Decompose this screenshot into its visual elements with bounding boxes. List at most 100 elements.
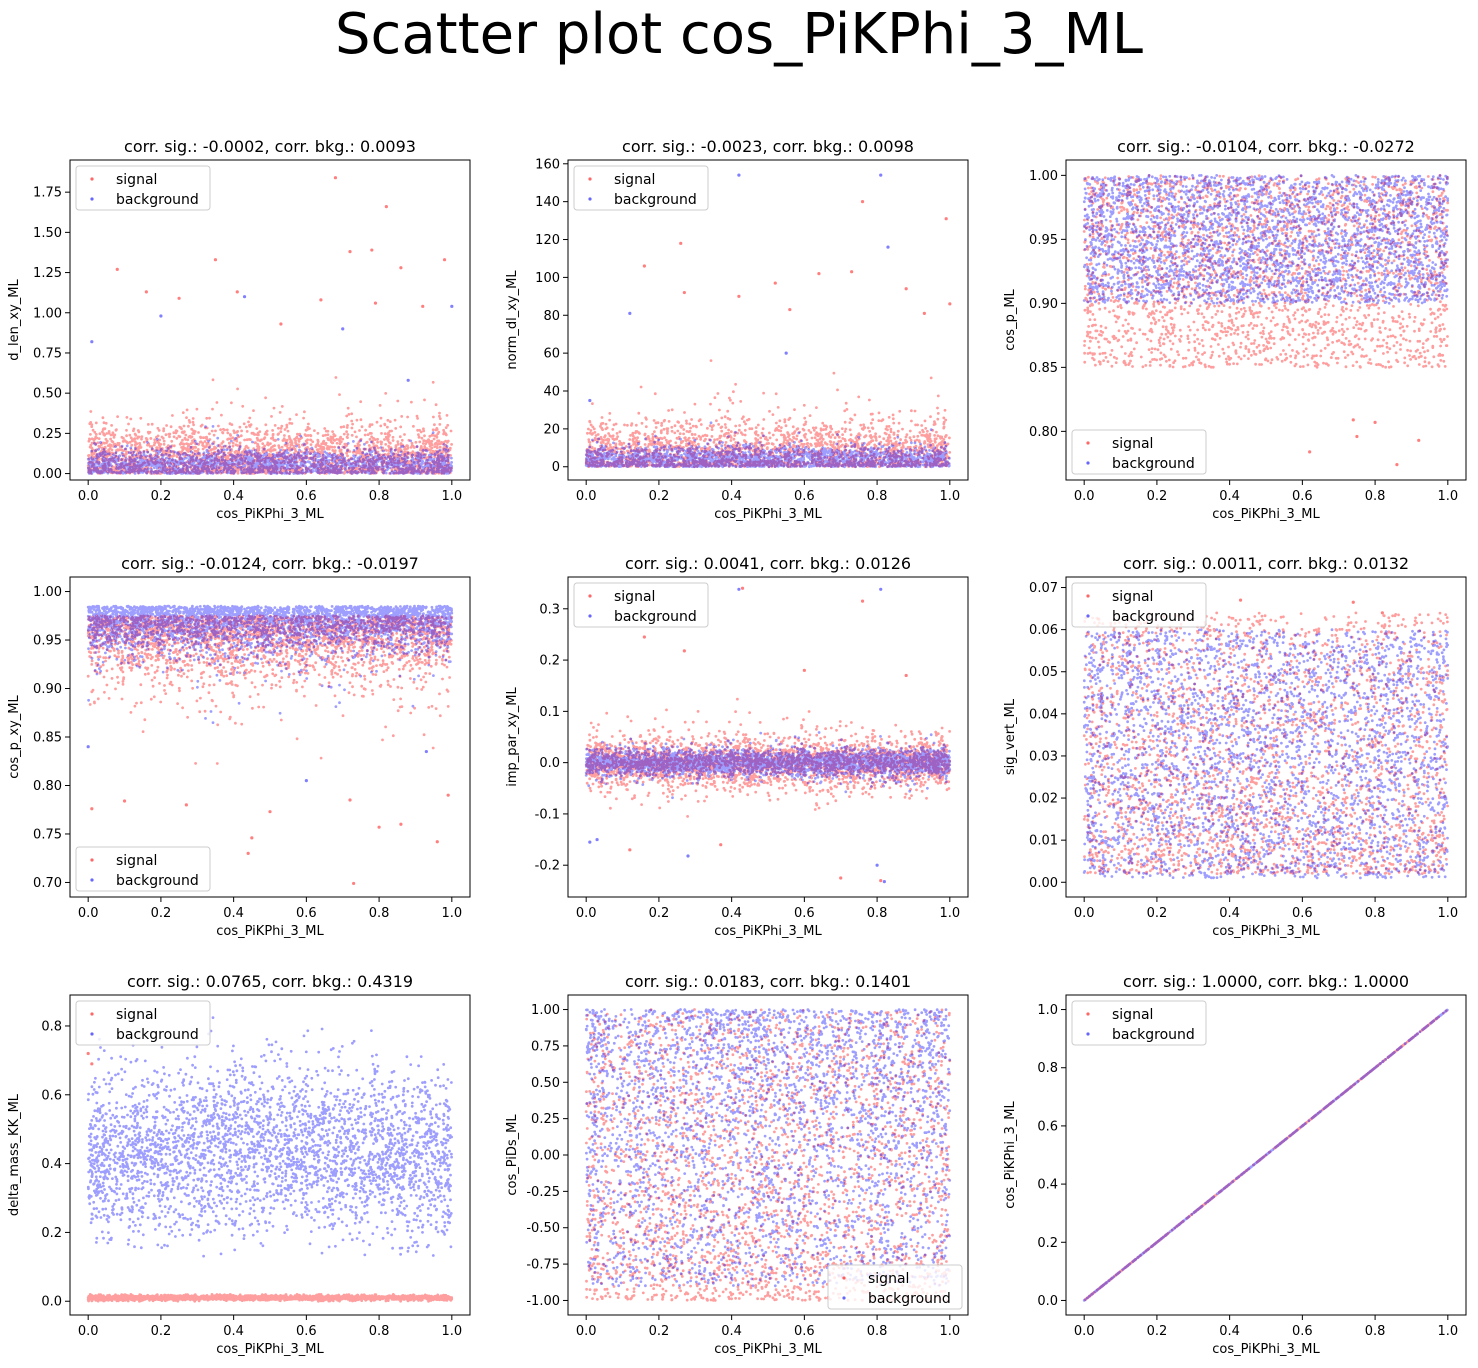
y-tick-label: 0.85 bbox=[1029, 361, 1058, 376]
series-signal-outlier-point bbox=[682, 649, 686, 653]
y-tick-label: 0 bbox=[552, 460, 560, 475]
x-axis-label: cos_PiKPhi_3_ML bbox=[1212, 924, 1320, 939]
y-tick-label: -0.50 bbox=[526, 1221, 560, 1236]
series-signal-points bbox=[584, 359, 952, 469]
x-tick-label: 0.6 bbox=[1292, 1324, 1313, 1339]
x-axis-label: cos_PiKPhi_3_ML bbox=[216, 1342, 324, 1357]
series-signal-outlier-point bbox=[370, 248, 374, 252]
x-axis-label: cos_PiKPhi_3_ML bbox=[216, 507, 324, 522]
legend-label-signal: signal bbox=[1112, 589, 1153, 605]
x-tick-label: 0.8 bbox=[867, 489, 888, 504]
series-signal-outlier-point bbox=[788, 307, 792, 312]
y-tick-label: 0.75 bbox=[33, 346, 62, 361]
y-axis-label: cos_PiKPhi_3_ML bbox=[1003, 1101, 1018, 1209]
y-tick-label: 0.8 bbox=[41, 1019, 62, 1034]
series-signal-outlier-point bbox=[213, 258, 218, 262]
legend-marker-signal bbox=[90, 177, 94, 181]
x-tick-label: 0.4 bbox=[223, 906, 244, 921]
y-tick-label: 1.00 bbox=[1029, 169, 1058, 184]
legend-marker-background bbox=[1086, 614, 1090, 618]
y-tick-label: 0.4 bbox=[41, 1157, 62, 1172]
x-tick-label: 0.2 bbox=[1147, 1324, 1168, 1339]
legend-box bbox=[573, 582, 709, 628]
subplot-1-points bbox=[86, 176, 454, 476]
subplot-title: corr. sig.: -0.0023, corr. bkg.: 0.0098 bbox=[622, 137, 914, 156]
legend-marker-signal bbox=[90, 1012, 94, 1016]
subplot-2-points bbox=[584, 173, 952, 469]
y-tick-label: -0.2 bbox=[535, 859, 560, 874]
x-tick-label: 0.6 bbox=[296, 906, 317, 921]
y-tick-label: 0.0 bbox=[41, 1295, 62, 1310]
subplot-title: corr. sig.: 0.0041, corr. bkg.: 0.0126 bbox=[625, 554, 911, 573]
y-axis-label: delta_mass_KK_ML bbox=[7, 1093, 22, 1216]
series-signal-outlier-point bbox=[1238, 598, 1243, 602]
series-signal-points bbox=[1082, 174, 1450, 369]
series-signal-outlier-point bbox=[90, 1062, 94, 1066]
legend: signal background bbox=[75, 1000, 211, 1046]
x-tick-label: 0.4 bbox=[223, 489, 244, 504]
series-signal-outlier-point bbox=[184, 803, 188, 807]
y-tick-label: 140 bbox=[535, 195, 560, 210]
axes-frame bbox=[1065, 576, 1467, 898]
legend-label-background: background bbox=[1112, 456, 1195, 472]
y-tick-label: 1.50 bbox=[33, 226, 62, 241]
series-background-outlier-point bbox=[406, 378, 410, 382]
x-tick-label: 0.4 bbox=[1219, 489, 1240, 504]
y-tick-label: 0.25 bbox=[33, 427, 62, 442]
series-background-points bbox=[584, 1008, 952, 1288]
x-axis-label: cos_PiKPhi_3_ML bbox=[714, 924, 822, 939]
x-tick-label: 0.8 bbox=[369, 906, 390, 921]
y-axis-label: cos_p_xy_ML bbox=[7, 695, 22, 779]
series-signal-outlier-point bbox=[348, 250, 352, 254]
series-signal-outlier-point bbox=[352, 881, 356, 886]
x-tick-label: 0.8 bbox=[867, 906, 888, 921]
x-tick-label: 0.8 bbox=[1365, 1324, 1386, 1339]
x-tick-label: 0.8 bbox=[867, 1324, 888, 1339]
series-signal-outlier-point bbox=[435, 840, 439, 844]
legend: signal background bbox=[75, 165, 211, 211]
legend-box bbox=[1071, 582, 1207, 628]
series-signal-outlier-point bbox=[373, 301, 378, 305]
x-axis-label: cos_PiKPhi_3_ML bbox=[714, 507, 822, 522]
series-signal-points bbox=[86, 1292, 454, 1303]
subplot-title: corr. sig.: 0.0765, corr. bkg.: 0.4319 bbox=[127, 972, 413, 991]
y-axis-label: cos_PiDs_ML bbox=[505, 1114, 520, 1196]
axes-frame bbox=[567, 159, 969, 481]
series-signal-outlier-point bbox=[1380, 611, 1384, 615]
legend-box bbox=[827, 1264, 963, 1310]
y-tick-label: 0.4 bbox=[1037, 1178, 1058, 1193]
x-tick-label: 0.6 bbox=[794, 906, 815, 921]
series-signal-points bbox=[584, 1008, 952, 1302]
x-tick-label: 1.0 bbox=[1437, 906, 1458, 921]
series-signal-outlier-point bbox=[904, 673, 908, 678]
legend: signal background bbox=[75, 846, 211, 892]
legend-label-signal: signal bbox=[614, 589, 655, 605]
x-tick-label: 0.4 bbox=[1219, 1324, 1240, 1339]
series-background-outlier-point bbox=[879, 587, 883, 591]
axes-frame bbox=[69, 159, 471, 481]
x-tick-label: 0.6 bbox=[794, 489, 815, 504]
axes-frame bbox=[1065, 159, 1467, 481]
axes-frame bbox=[1065, 994, 1467, 1316]
series-background-outlier-point bbox=[784, 351, 788, 355]
legend-marker-signal bbox=[588, 594, 592, 598]
series-signal-outlier-point bbox=[268, 810, 272, 814]
legend: signal background bbox=[827, 1264, 963, 1310]
series-signal-outlier-point bbox=[122, 799, 127, 803]
y-tick-label: 0.06 bbox=[1029, 623, 1058, 638]
series-background-outlier-point bbox=[737, 173, 741, 177]
series-signal-outlier-point bbox=[904, 287, 908, 291]
y-tick-label: 0.8 bbox=[1037, 1061, 1058, 1076]
series-background-points bbox=[1082, 173, 1450, 305]
series-signal-outlier-point bbox=[944, 217, 948, 221]
series-signal-outlier-point bbox=[1373, 420, 1377, 424]
series-signal-outlier-point bbox=[177, 296, 181, 300]
legend-label-signal: signal bbox=[1112, 436, 1153, 452]
legend-label-background: background bbox=[116, 1027, 199, 1043]
series-signal-outlier-point bbox=[817, 272, 821, 276]
series-signal-outlier-point bbox=[860, 200, 865, 204]
series-signal-outlier-point bbox=[850, 270, 854, 274]
legend-box bbox=[1071, 1000, 1207, 1046]
y-tick-label: 1.25 bbox=[33, 266, 62, 281]
